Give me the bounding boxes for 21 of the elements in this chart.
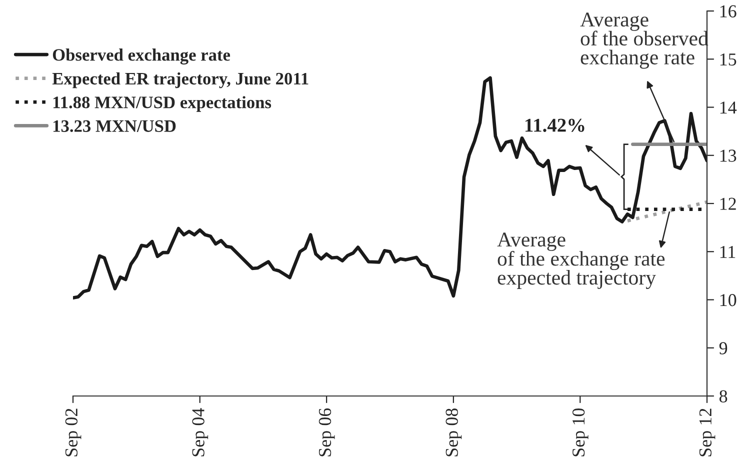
x-tick-label: Sep 08 xyxy=(446,408,462,456)
x-tick-label: Sep 02 xyxy=(65,408,82,456)
legend-label: Expected ER trajectory, June 2011 xyxy=(52,72,308,88)
y-tick-label: 16 xyxy=(720,5,736,18)
y-tick-label: 13 xyxy=(720,150,736,162)
legend-label: 11.88 MXN/USD expectations xyxy=(53,96,272,112)
annotation: Average of the exchange rate expected trajectory xyxy=(497,232,665,290)
legend-label: Observed exchange rate xyxy=(52,48,230,64)
y-tick-label: 11 xyxy=(720,246,736,258)
y-tick-label: 9 xyxy=(719,342,728,354)
legend-label: 13.23 MXN/USD xyxy=(53,120,176,132)
y-tick-label: 15 xyxy=(720,53,736,66)
y-tick-label: 14 xyxy=(720,102,737,114)
y-tick-label: 12 xyxy=(720,198,736,210)
x-tick-label: Sep 04 xyxy=(192,408,208,456)
y-tick-label: 8 xyxy=(719,390,728,402)
x-tick-label: Sep 06 xyxy=(318,408,335,456)
x-tick-label: Sep 10 xyxy=(572,408,588,456)
y-tick-label: 10 xyxy=(720,294,736,306)
annotation: 11.42% xyxy=(525,118,584,132)
x-tick-label: Sep 12 xyxy=(699,408,716,456)
